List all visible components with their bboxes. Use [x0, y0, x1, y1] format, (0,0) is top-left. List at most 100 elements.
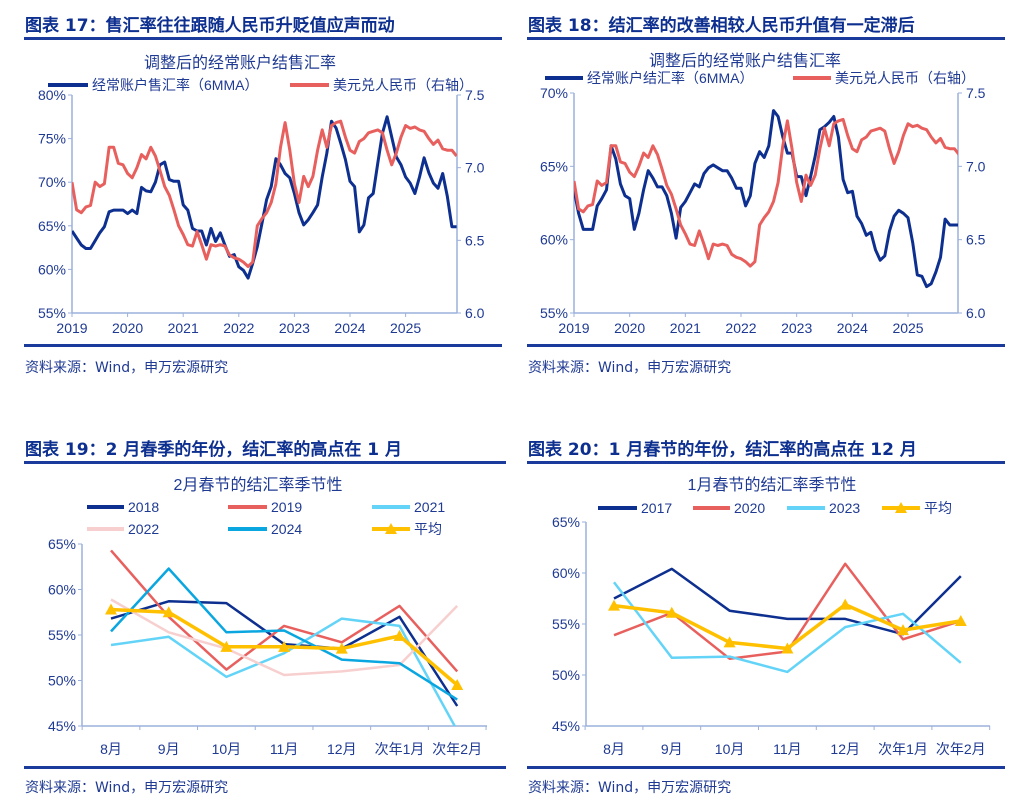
x-tick-label: 10月 — [715, 741, 745, 757]
series-line-平均 — [613, 602, 962, 651]
legend-label: 美元兑人民币（右轴） — [333, 77, 473, 93]
y2-tick-label: 7.5 — [465, 87, 485, 103]
y2-tick-label: 7.0 — [465, 160, 485, 176]
x-tick-label: 2024 — [837, 320, 868, 336]
y-tick-label: 45% — [48, 718, 76, 734]
data-point-marker — [335, 642, 348, 654]
source-note: 资料来源：Wind，申万宏源研究 — [25, 360, 229, 376]
x-tick-label: 2022 — [223, 320, 254, 336]
x-tick-label: 2020 — [112, 320, 143, 336]
y-tick-label: 80% — [38, 87, 66, 103]
y-tick-label: 50% — [48, 673, 76, 689]
series-line-2017 — [613, 567, 962, 636]
legend-label: 2018 — [128, 499, 159, 515]
y-tick-label: 45% — [552, 718, 580, 734]
x-tick-label: 9月 — [158, 741, 180, 757]
data-point-marker — [723, 636, 736, 648]
series-line-2023 — [613, 581, 962, 674]
x-tick-label: 2022 — [725, 320, 756, 336]
x-tick-label: 8月 — [603, 741, 625, 757]
data-point-marker — [393, 629, 406, 641]
series-line-美元兑人民币（右轴） — [72, 119, 457, 268]
series-line-2024 — [110, 567, 458, 701]
chart-bottom-rule — [24, 766, 506, 769]
legend-label: 2021 — [414, 499, 445, 515]
y-tick-label: 55% — [540, 305, 568, 321]
y-tick-label: 65% — [48, 536, 76, 552]
x-tick-label: 2019 — [558, 320, 589, 336]
title-underline — [527, 461, 1005, 464]
data-point-marker — [839, 598, 852, 610]
legend-marker — [385, 523, 397, 534]
data-point-marker — [897, 624, 909, 636]
panel-title-20: 图表 20：1 月春节的年份，结汇率的高点在 12 月 — [528, 440, 917, 460]
x-tick-label: 11月 — [773, 741, 802, 757]
series-line-经常账户结汇率（6MMA） — [574, 109, 958, 289]
data-point-marker — [781, 642, 794, 654]
y2-tick-label: 6.5 — [465, 232, 485, 248]
x-tick-label: 12月 — [830, 741, 860, 757]
data-point-marker — [608, 599, 620, 611]
y2-tick-label: 6.0 — [465, 305, 485, 321]
chart-title: 1月春节的结汇率季节性 — [688, 476, 857, 494]
legend-label: 2022 — [128, 521, 159, 537]
x-tick-label: 2023 — [781, 320, 812, 336]
x-tick-label: 次年2月 — [432, 741, 482, 757]
y-tick-label: 55% — [552, 616, 580, 632]
legend-label: 2017 — [641, 500, 672, 516]
y-tick-label: 65% — [540, 158, 568, 174]
panel-title-17: 图表 17：售汇率往往跟随人民币升贬值应声而动 — [25, 16, 395, 36]
y-tick-label: 60% — [552, 565, 580, 581]
x-tick-label: 12月 — [327, 741, 357, 757]
x-tick-label: 9月 — [661, 741, 683, 757]
y-tick-label: 70% — [540, 85, 568, 101]
chart-bottom-rule — [24, 344, 502, 347]
series-line-经常账户售汇率（6MMA） — [72, 115, 457, 280]
x-tick-label: 次年1月 — [375, 741, 425, 757]
y2-tick-label: 6.0 — [966, 305, 986, 321]
title-underline — [24, 461, 506, 464]
x-tick-label: 2023 — [279, 320, 310, 336]
y-tick-label: 55% — [48, 627, 76, 643]
x-tick-label: 2021 — [670, 320, 701, 336]
legend-label: 2019 — [271, 499, 302, 515]
x-tick-label: 10月 — [212, 741, 242, 757]
data-point-marker — [162, 606, 175, 618]
chart-bottom-rule — [527, 344, 1005, 347]
source-note: 资料来源：Wind，申万宏源研究 — [528, 360, 732, 376]
legend-marker — [895, 502, 907, 513]
legend-label: 经常账户结汇率（6MMA） — [587, 70, 753, 86]
x-tick-label: 2019 — [56, 320, 87, 336]
legend-label: 经常账户售汇率（6MMA） — [92, 77, 258, 93]
legend-label: 平均 — [414, 521, 442, 537]
x-tick-label: 2025 — [892, 320, 923, 336]
y-tick-label: 65% — [552, 514, 580, 530]
series-line-2021 — [110, 617, 457, 726]
y2-tick-label: 7.5 — [966, 85, 986, 101]
y-tick-label: 60% — [38, 261, 66, 277]
data-point-marker — [278, 640, 291, 652]
title-underline — [24, 37, 502, 40]
legend-label: 美元兑人民币（右轴） — [835, 70, 975, 86]
source-note: 资料来源：Wind，申万宏源研究 — [528, 780, 732, 796]
x-tick-label: 2025 — [390, 320, 421, 336]
legend-label: 平均 — [924, 500, 952, 516]
y-tick-label: 70% — [38, 174, 66, 190]
data-point-marker — [954, 614, 967, 626]
x-tick-label: 11月 — [270, 741, 299, 757]
series-line-美元兑人民币（右轴） — [574, 117, 958, 268]
legend-label: 2023 — [829, 500, 860, 516]
chart-title: 调整后的经常账户结售汇率 — [649, 52, 841, 70]
panel-title-19: 图表 19：2 月春季的年份，结汇率的高点在 1 月 — [25, 440, 402, 460]
y-tick-label: 60% — [540, 232, 568, 248]
chart-bottom-rule — [527, 766, 1005, 769]
x-tick-label: 2024 — [334, 320, 365, 336]
chart-title: 调整后的经常账户结售汇率 — [144, 54, 336, 72]
y-tick-label: 50% — [552, 667, 580, 683]
data-point-marker — [105, 603, 117, 615]
data-point-marker — [665, 606, 678, 618]
y-tick-label: 75% — [38, 131, 66, 147]
y-tick-label: 65% — [38, 218, 66, 234]
chart-title: 2月春节的结汇率季节性 — [174, 476, 343, 494]
